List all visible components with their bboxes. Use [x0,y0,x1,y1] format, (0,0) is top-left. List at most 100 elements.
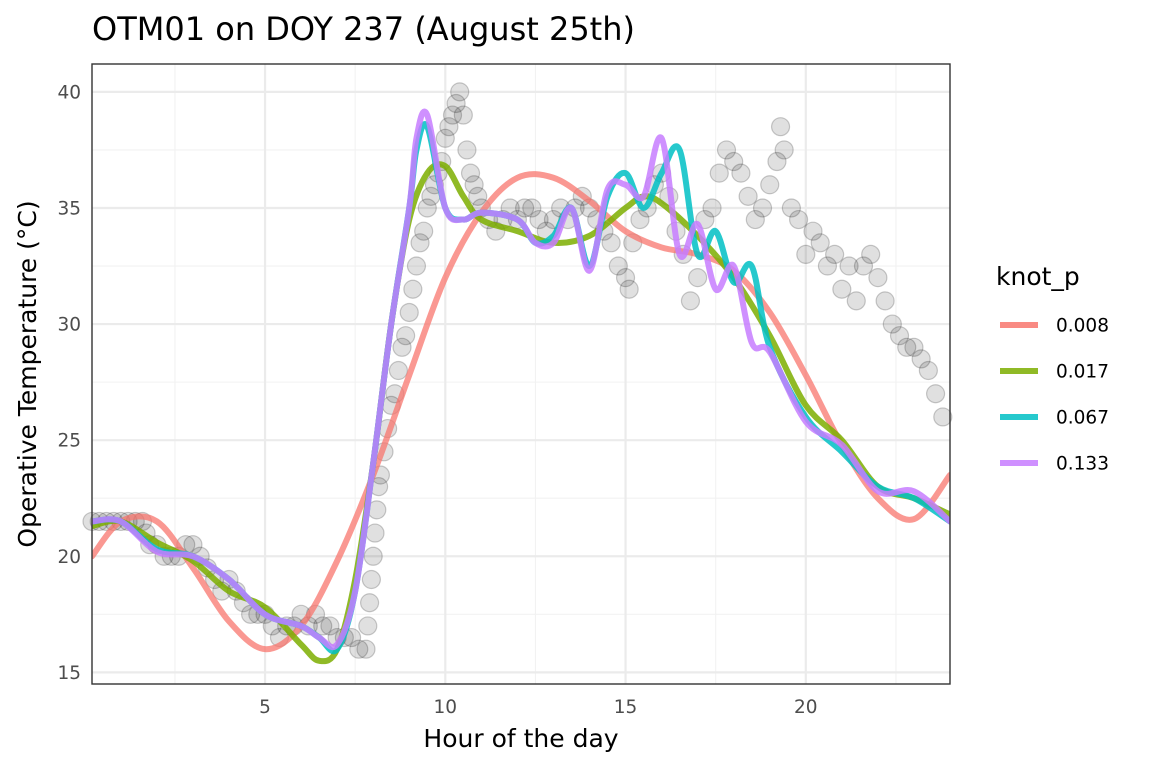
observed-point [399,302,419,323]
observed-point [796,244,816,265]
observed-point [615,268,636,288]
observed-point [313,616,333,636]
observed-point [745,209,765,230]
series-line-0.133 [92,108,950,651]
legend-label-0.017: 0.017 [1056,362,1109,383]
observed-point [868,268,888,288]
x-tick-label: 15 [614,697,638,718]
observed-point [365,523,385,543]
observed-point [468,186,488,206]
x-tick-label: 10 [434,697,458,718]
y-tick-label: 20 [57,547,81,568]
observed-point [810,233,830,253]
minor-gridlines [92,64,950,684]
observed-point [825,244,845,265]
observed-point [619,279,639,299]
observed-point [803,221,823,241]
y-axis-ticks: 15 20 25 30 35 40 [57,82,81,684]
observed-point [839,256,859,276]
observed-point [363,546,383,566]
observed-point [875,291,895,311]
observed-point [861,244,881,265]
legend-label-0.067: 0.067 [1056,408,1109,429]
y-tick-label: 25 [57,431,81,452]
observed-point [817,256,838,276]
observed-point [767,151,787,172]
observed-point [464,175,484,195]
observed-point [457,140,477,160]
observed-point [911,349,931,369]
observed-point [414,221,434,241]
observed-point [788,209,809,230]
x-axis-ticks: 5 10 15 20 [259,697,817,718]
observed-point [709,163,729,183]
observed-point [601,233,621,253]
observed-point [388,360,409,381]
series-line-0.008 [92,171,950,653]
observed-point [435,128,455,148]
observed-point [853,256,874,276]
observed-point [889,326,910,346]
observed-point [925,384,946,404]
legend-label-0.133: 0.133 [1056,454,1109,475]
observed-point [439,117,459,137]
legend: knot_p 0.008 0.017 0.067 0.133 [996,262,1109,475]
chart-title: OTM01 on DOY 237 (August 25th) [92,10,635,48]
observed-point [320,616,340,636]
observed-point [410,233,430,253]
legend-label-0.008: 0.008 [1056,316,1109,337]
y-axis-title: Operative Temperature (°C) [13,200,42,547]
observed-point [752,198,773,218]
fitted-lines [92,108,950,665]
observed-point [904,337,924,357]
observed-point [608,256,628,276]
observed-point [396,326,416,346]
observed-point [702,198,722,218]
x-tick-label: 5 [259,697,271,718]
observed-point [450,82,470,102]
observed-point [846,291,866,311]
y-tick-label: 40 [57,82,81,103]
observed-points [82,82,953,659]
y-tick-label: 15 [57,663,81,684]
observed-point [356,639,376,659]
observed-point [522,198,542,218]
x-tick-label: 20 [794,697,818,718]
y-tick-label: 30 [57,315,81,336]
observed-point [724,151,744,172]
observed-point [630,209,650,230]
observed-point [680,291,701,311]
observed-point [392,337,412,357]
observed-point [529,209,549,230]
observed-point [897,337,917,357]
observed-point [417,198,437,218]
x-axis-title: Hour of the day [423,724,618,753]
observed-point [933,407,953,427]
observed-point [453,105,473,125]
panel-border [91,63,951,685]
observed-point [770,117,791,137]
observed-point [403,279,423,299]
observed-point [738,186,758,206]
observed-point [442,105,463,125]
observed-point [446,93,466,114]
observed-point [774,140,794,160]
y-tick-label: 35 [57,198,81,219]
observed-point [781,198,801,218]
observed-point [918,360,938,381]
observed-point [832,279,852,299]
observed-point [731,163,751,183]
observed-point [460,163,481,183]
observed-point [361,569,381,590]
observed-point [406,256,427,276]
observed-point [688,268,708,288]
legend-title: knot_p [996,262,1080,291]
observed-point [358,616,378,636]
observed-point [760,175,780,195]
observed-point [349,639,369,659]
observed-point [515,198,535,218]
observed-point [716,140,737,160]
observed-point [359,593,380,613]
observed-point [882,314,902,334]
